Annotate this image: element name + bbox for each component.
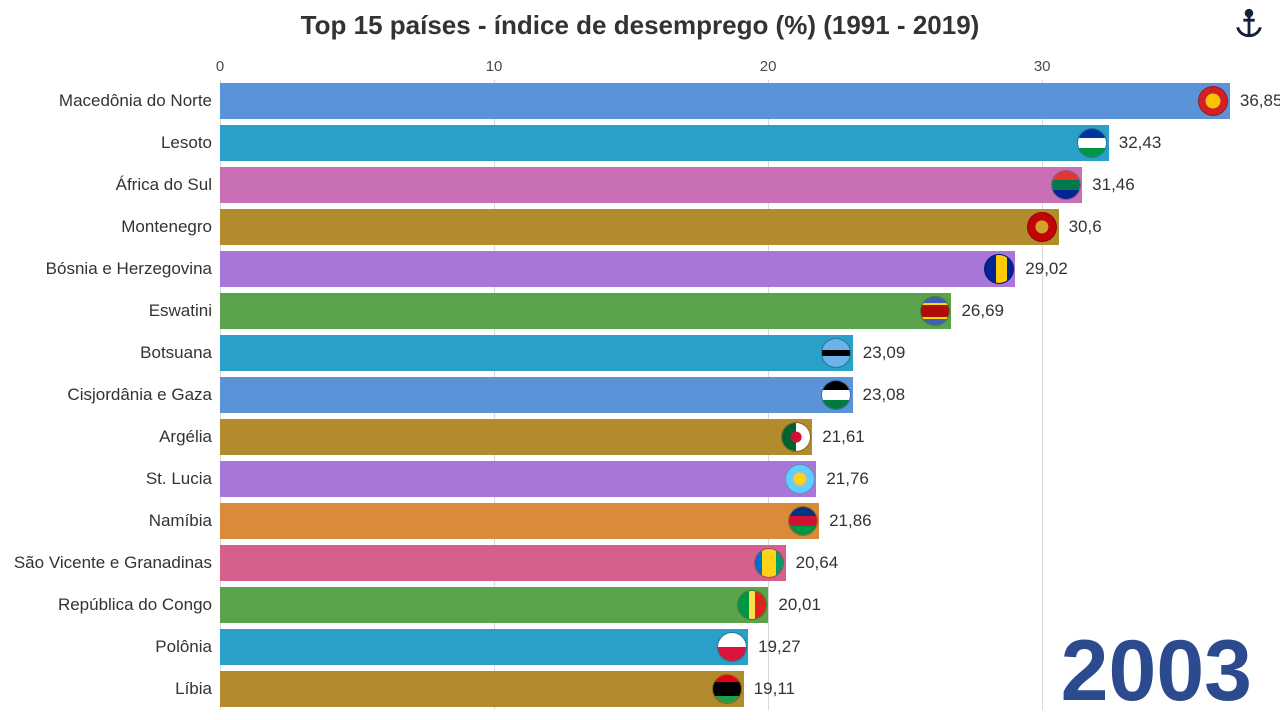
value-label: 32,43: [1119, 133, 1162, 153]
country-label: Macedônia do Norte: [59, 91, 212, 111]
flag-icon: [737, 590, 767, 620]
bar: [220, 83, 1230, 119]
bar: [220, 125, 1109, 161]
flag-icon: [821, 380, 851, 410]
country-label: Eswatini: [149, 301, 212, 321]
chart-area: 0102030 Macedônia do Norte36,85Lesoto32,…: [0, 56, 1280, 720]
country-label: Cisjordânia e Gaza: [67, 385, 212, 405]
country-label: Polônia: [155, 637, 212, 657]
x-tick-label: 0: [216, 58, 224, 75]
bar-row: Botsuana23,09: [220, 332, 1234, 374]
value-label: 30,6: [1069, 217, 1102, 237]
value-label: 20,01: [778, 595, 821, 615]
value-label: 31,46: [1092, 175, 1135, 195]
value-label: 36,85: [1240, 91, 1280, 111]
flag-icon: [1051, 170, 1081, 200]
flag-icon: [1198, 86, 1228, 116]
value-label: 21,76: [826, 469, 869, 489]
flag-icon: [984, 254, 1014, 284]
bar: [220, 503, 819, 539]
value-label: 19,11: [754, 679, 795, 699]
country-label: África do Sul: [116, 175, 212, 195]
value-label: 19,27: [758, 637, 801, 657]
country-label: Bósnia e Herzegovina: [46, 259, 212, 279]
bar-row: Lesoto32,43: [220, 122, 1234, 164]
country-label: Líbia: [175, 679, 212, 699]
flag-icon: [717, 632, 747, 662]
bar-row: Argélia21,61: [220, 416, 1234, 458]
bar-row: St. Lucia21,76: [220, 458, 1234, 500]
bar-row: Bósnia e Herzegovina29,02: [220, 248, 1234, 290]
country-label: Lesoto: [161, 133, 212, 153]
x-tick-label: 30: [1034, 58, 1051, 75]
country-label: Namíbia: [149, 511, 212, 531]
anchor-icon: [1232, 6, 1266, 45]
bar: [220, 419, 812, 455]
flag-icon: [788, 506, 818, 536]
country-label: São Vicente e Granadinas: [14, 553, 212, 573]
bar: [220, 671, 744, 707]
value-label: 21,61: [822, 427, 865, 447]
bar: [220, 545, 786, 581]
bar-row: Macedônia do Norte36,85: [220, 80, 1234, 122]
chart-frame: Top 15 países - índice de desemprego (%)…: [0, 0, 1280, 720]
value-label: 26,69: [961, 301, 1004, 321]
flag-icon: [821, 338, 851, 368]
bar-row: África do Sul31,46: [220, 164, 1234, 206]
bar: [220, 167, 1082, 203]
bar-row: Eswatini26,69: [220, 290, 1234, 332]
bar: [220, 377, 853, 413]
flag-icon: [754, 548, 784, 578]
bar-row: Cisjordânia e Gaza23,08: [220, 374, 1234, 416]
value-label: 29,02: [1025, 259, 1068, 279]
country-label: Argélia: [159, 427, 212, 447]
plot-area: Macedônia do Norte36,85Lesoto32,43África…: [220, 80, 1234, 710]
country-label: República do Congo: [58, 595, 212, 615]
bar: [220, 209, 1059, 245]
value-label: 23,09: [863, 343, 906, 363]
bar: [220, 461, 816, 497]
country-label: St. Lucia: [146, 469, 212, 489]
x-axis: 0102030: [220, 56, 1234, 80]
bar: [220, 335, 853, 371]
bar: [220, 629, 748, 665]
flag-icon: [1077, 128, 1107, 158]
flag-icon: [1027, 212, 1057, 242]
value-label: 23,08: [863, 385, 906, 405]
bar: [220, 251, 1015, 287]
bar-row: Montenegro30,6: [220, 206, 1234, 248]
flag-icon: [781, 422, 811, 452]
x-tick-label: 20: [760, 58, 777, 75]
bar: [220, 293, 951, 329]
x-tick-label: 10: [486, 58, 503, 75]
flag-icon: [785, 464, 815, 494]
bar-row: São Vicente e Granadinas20,64: [220, 542, 1234, 584]
bar-row: República do Congo20,01: [220, 584, 1234, 626]
value-label: 21,86: [829, 511, 872, 531]
bar: [220, 587, 768, 623]
value-label: 20,64: [796, 553, 839, 573]
bar-row: Namíbia21,86: [220, 500, 1234, 542]
flag-icon: [712, 674, 742, 704]
country-label: Botsuana: [140, 343, 212, 363]
year-indicator: 2003: [1061, 628, 1252, 714]
chart-title: Top 15 países - índice de desemprego (%)…: [0, 10, 1280, 41]
country-label: Montenegro: [121, 217, 212, 237]
flag-icon: [920, 296, 950, 326]
